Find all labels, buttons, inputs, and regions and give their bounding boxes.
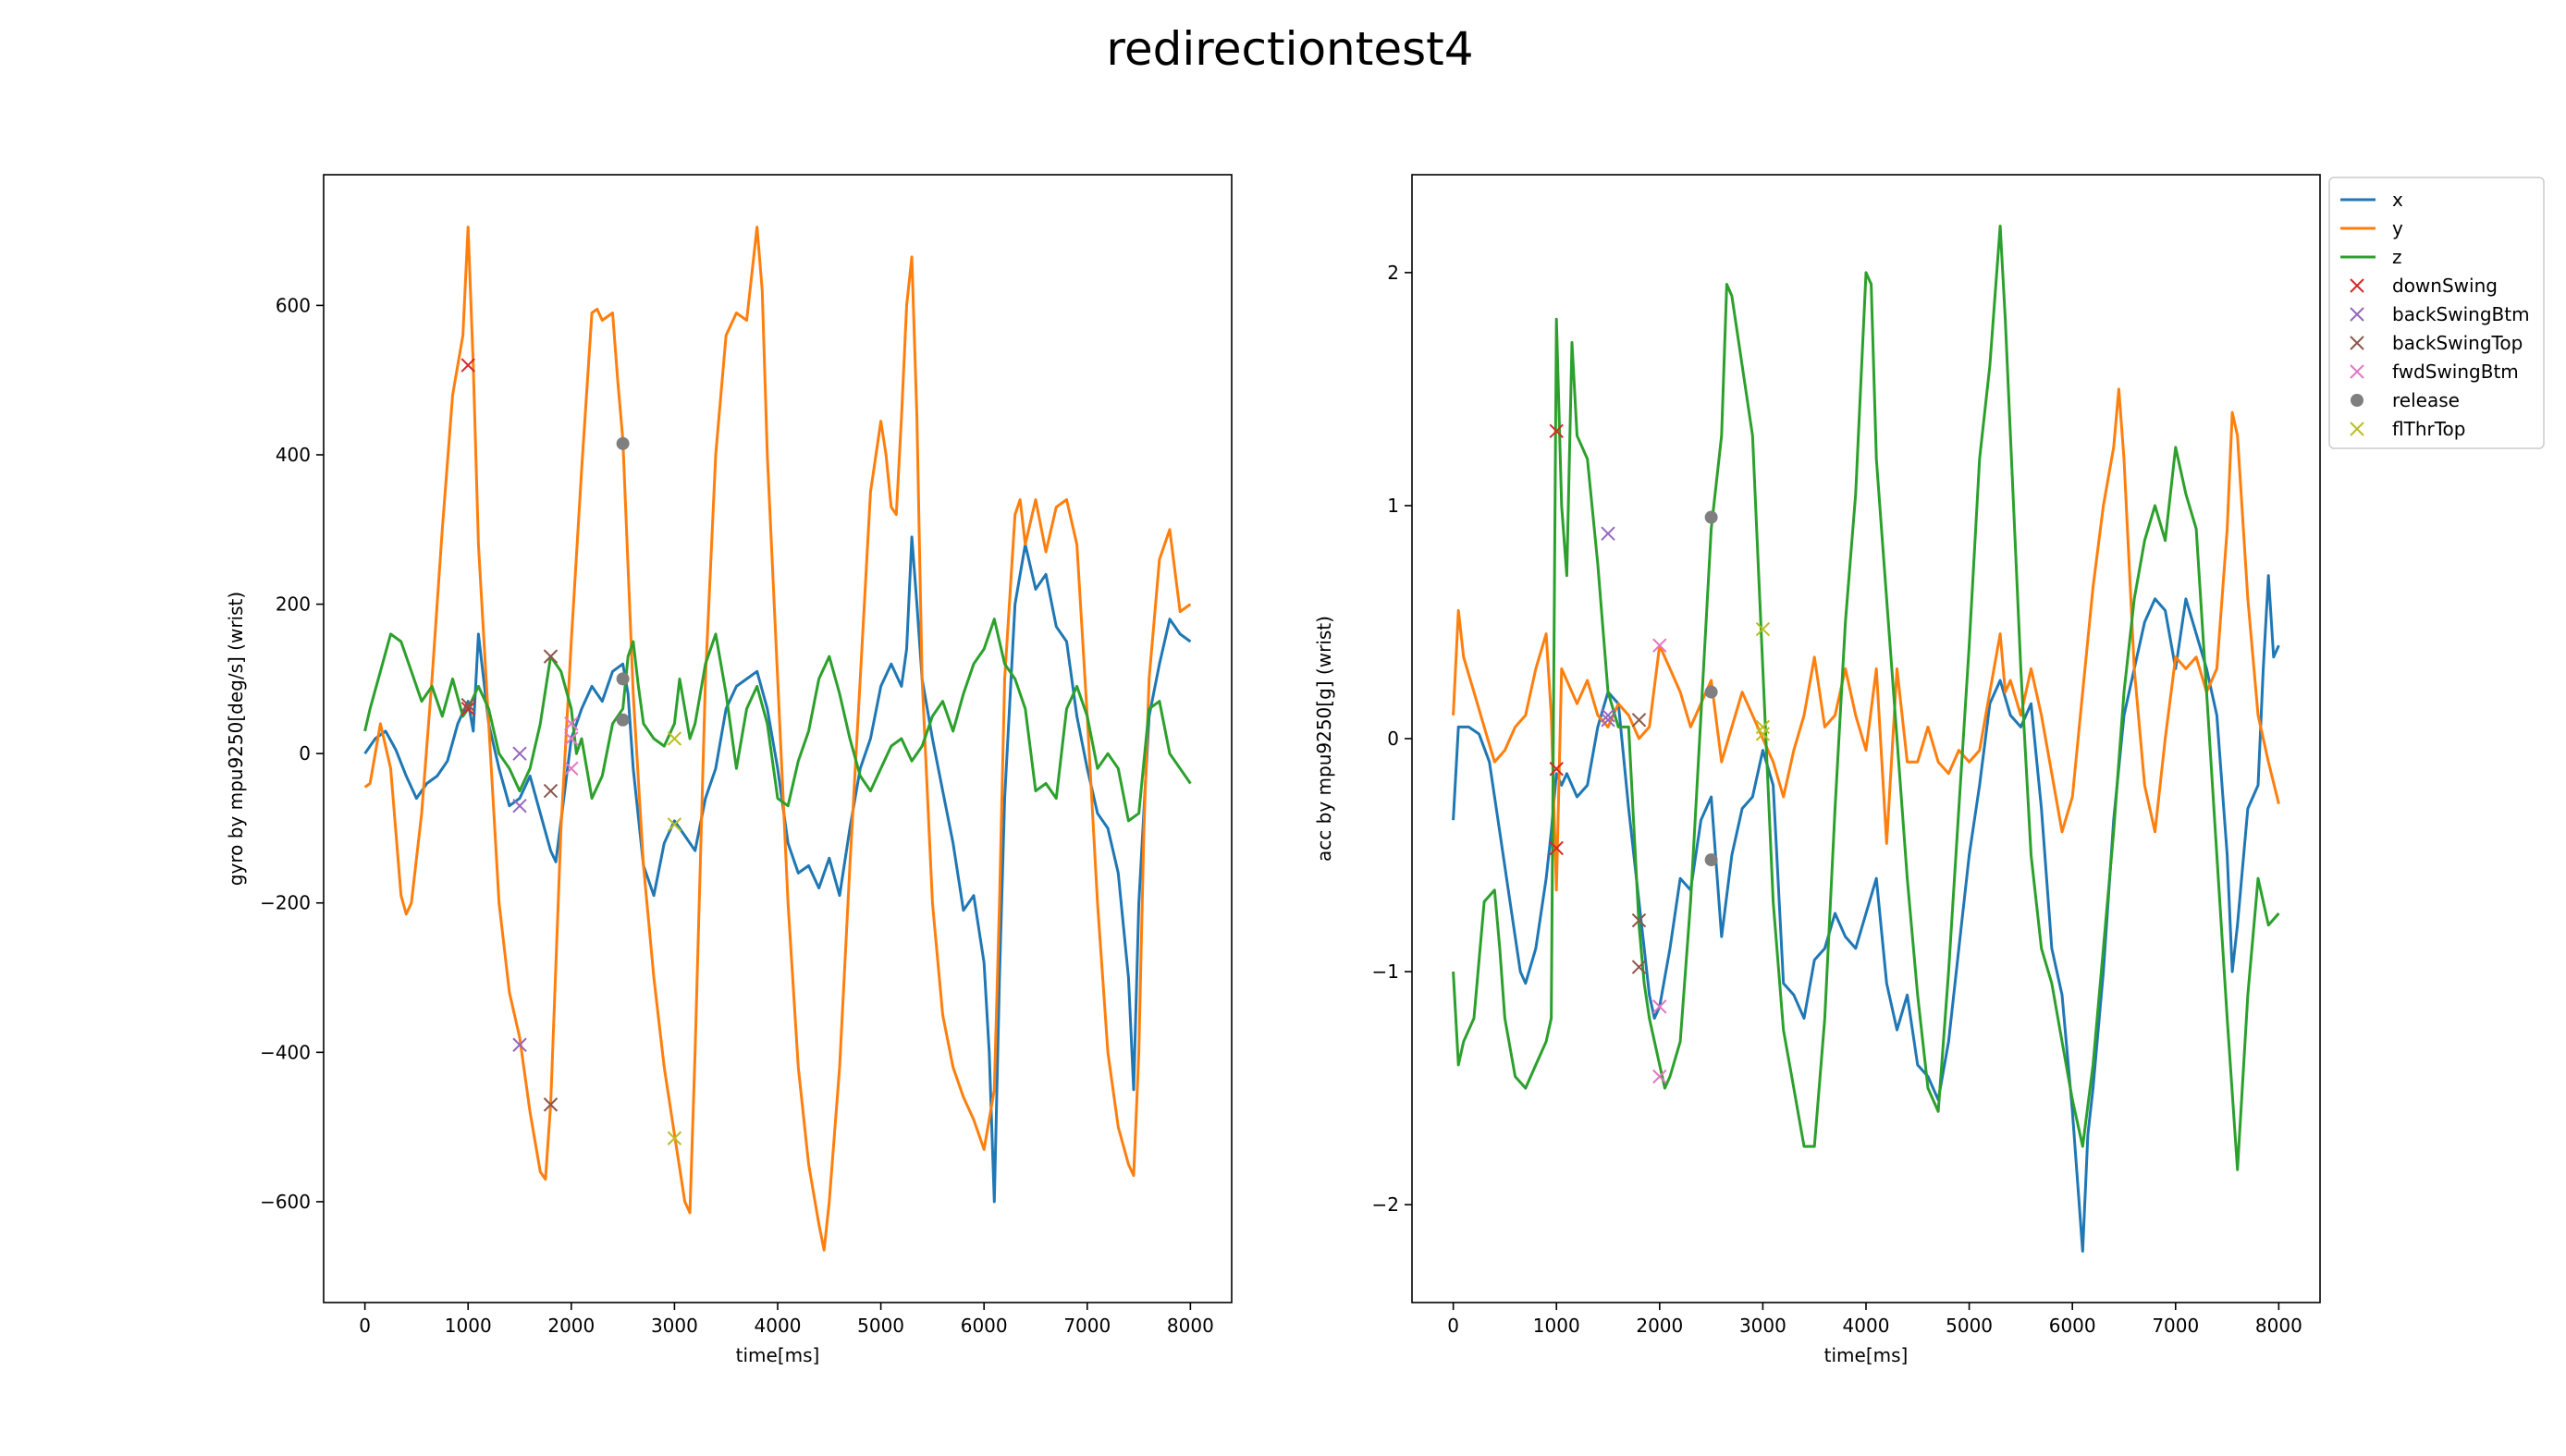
y-tick-label: 0 <box>1387 728 1399 750</box>
y-axis-label: acc by mpu9250[g] (wrist) <box>1313 616 1335 862</box>
marker-flThrTop <box>667 817 682 832</box>
marker-backSwingBtm <box>1601 708 1615 723</box>
legend-swatch-flThrTop <box>2350 422 2364 436</box>
legend-label: backSwingBtm <box>2392 303 2530 325</box>
x-tick-label: 8000 <box>1167 1315 1214 1337</box>
x-tick-label: 3000 <box>651 1315 698 1337</box>
legend-frame <box>2328 177 2545 449</box>
marker-backSwingTop <box>1631 713 1647 728</box>
marker-downSwing <box>1549 840 1564 856</box>
marker-release <box>1704 685 1718 699</box>
legend-label: downSwing <box>2392 275 2498 297</box>
x-tick-label: 1000 <box>1533 1315 1580 1337</box>
marker-flThrTop <box>1755 727 1771 741</box>
marker-fwdSwingBtm <box>1652 999 1667 1014</box>
x-tick-label: 0 <box>1447 1315 1459 1337</box>
figure-title: redirectiontest4 <box>1106 22 1473 76</box>
legend-label: release <box>2392 389 2460 411</box>
y-tick-label: 0 <box>299 742 311 765</box>
y-tick-label: −2 <box>1372 1193 1399 1216</box>
x-tick-label: 4000 <box>1843 1315 1890 1337</box>
y-tick-label: −200 <box>260 892 311 914</box>
x-axis-label: time[ms] <box>736 1344 820 1366</box>
x-tick-label: 6000 <box>2049 1315 2096 1337</box>
marker-release <box>616 713 630 727</box>
series-line-x <box>1452 574 2280 1253</box>
marker-backSwingTop <box>1631 960 1647 974</box>
x-tick-label: 7000 <box>1063 1315 1111 1337</box>
legend-swatch-fwdSwingBtm <box>2350 364 2364 379</box>
legend-swatch-backSwingTop <box>2350 336 2364 350</box>
marker-flThrTop <box>667 731 682 746</box>
marker-backSwingBtm <box>1601 713 1615 728</box>
y-tick-label: −1 <box>1372 960 1399 983</box>
x-tick-label: 4000 <box>755 1315 802 1337</box>
marker-fwdSwingBtm <box>564 731 579 746</box>
x-tick-label: 2000 <box>1636 1315 1683 1337</box>
marker-backSwingTop <box>1631 912 1647 928</box>
acc-chart: 0 1000 2000 3000 4000 5000 6000 7000 8000 −2 −1 0 1 2… <box>1313 174 2321 1366</box>
marker-backSwingTop <box>543 649 559 664</box>
legend-label: x <box>2392 189 2403 211</box>
marker-release <box>616 672 630 686</box>
x-tick-label: 5000 <box>1946 1315 1993 1337</box>
x-tick-label: 7000 <box>2152 1315 2199 1337</box>
y-tick-label: 400 <box>276 444 311 466</box>
legend: xyz downSwing backSwingBtm backSwingTop fwdS… <box>2328 177 2545 449</box>
x-axis-label: time[ms] <box>1824 1344 1909 1366</box>
y-axis-label: gyro by mpu9250[deg/s] (wrist) <box>225 592 247 886</box>
marker-fwdSwingBtm <box>1652 1069 1667 1084</box>
marker-backSwingBtm <box>512 746 527 761</box>
legend-swatch-downSwing <box>2350 278 2364 293</box>
series-line-y <box>1452 387 2280 892</box>
legend-label: fwdSwingBtm <box>2392 361 2519 383</box>
y-tick-label: 2 <box>1387 262 1399 284</box>
x-tick-label: 1000 <box>445 1315 492 1337</box>
gyro-chart: 0 1000 2000 3000 4000 5000 6000 7000 8000−600−40… <box>225 174 1233 1366</box>
marker-flThrTop <box>1755 621 1771 637</box>
legend-swatch-backSwingBtm <box>2350 307 2364 322</box>
legend-label: backSwingTop <box>2392 332 2523 354</box>
x-tick-label: 6000 <box>961 1315 1008 1337</box>
x-tick-label: 3000 <box>1739 1315 1786 1337</box>
legend-label: z <box>2392 246 2402 268</box>
y-tick-label: −600 <box>260 1191 311 1213</box>
marker-backSwingTop <box>543 783 559 799</box>
marker-flThrTop <box>1755 719 1771 735</box>
marker-downSwing <box>460 358 475 373</box>
x-tick-label: 0 <box>359 1315 371 1337</box>
y-tick-label: 600 <box>276 294 311 316</box>
marker-release <box>1704 510 1718 524</box>
marker-downSwing <box>1549 423 1564 438</box>
y-tick-label: −400 <box>260 1041 311 1063</box>
marker-fwdSwingBtm <box>1652 638 1667 653</box>
marker-downSwing <box>460 701 475 716</box>
marker-backSwingBtm <box>512 799 527 814</box>
marker-release <box>1704 853 1718 867</box>
marker-release <box>616 436 630 450</box>
y-tick-label: 200 <box>276 593 311 616</box>
legend-label: flThrTop <box>2392 418 2465 440</box>
marker-fwdSwingBtm <box>564 716 579 731</box>
series-line-y <box>363 226 1192 1252</box>
series-line-z <box>1452 225 2280 1171</box>
marker-backSwingTop <box>543 1097 559 1112</box>
x-tick-label: 2000 <box>547 1315 595 1337</box>
legend-label: y <box>2392 217 2403 239</box>
marker-backSwingTop <box>460 697 475 713</box>
legend-swatch-release <box>2351 394 2363 407</box>
y-tick-label: 1 <box>1387 495 1399 517</box>
marker-backSwingBtm <box>512 1037 527 1052</box>
series-line-z <box>363 618 1192 823</box>
marker-downSwing <box>1549 762 1564 777</box>
x-tick-label: 8000 <box>2255 1315 2302 1337</box>
x-tick-label: 5000 <box>857 1315 904 1337</box>
marker-backSwingBtm <box>1601 526 1615 541</box>
marker-flThrTop <box>667 1131 682 1145</box>
marker-fwdSwingBtm <box>564 761 579 777</box>
